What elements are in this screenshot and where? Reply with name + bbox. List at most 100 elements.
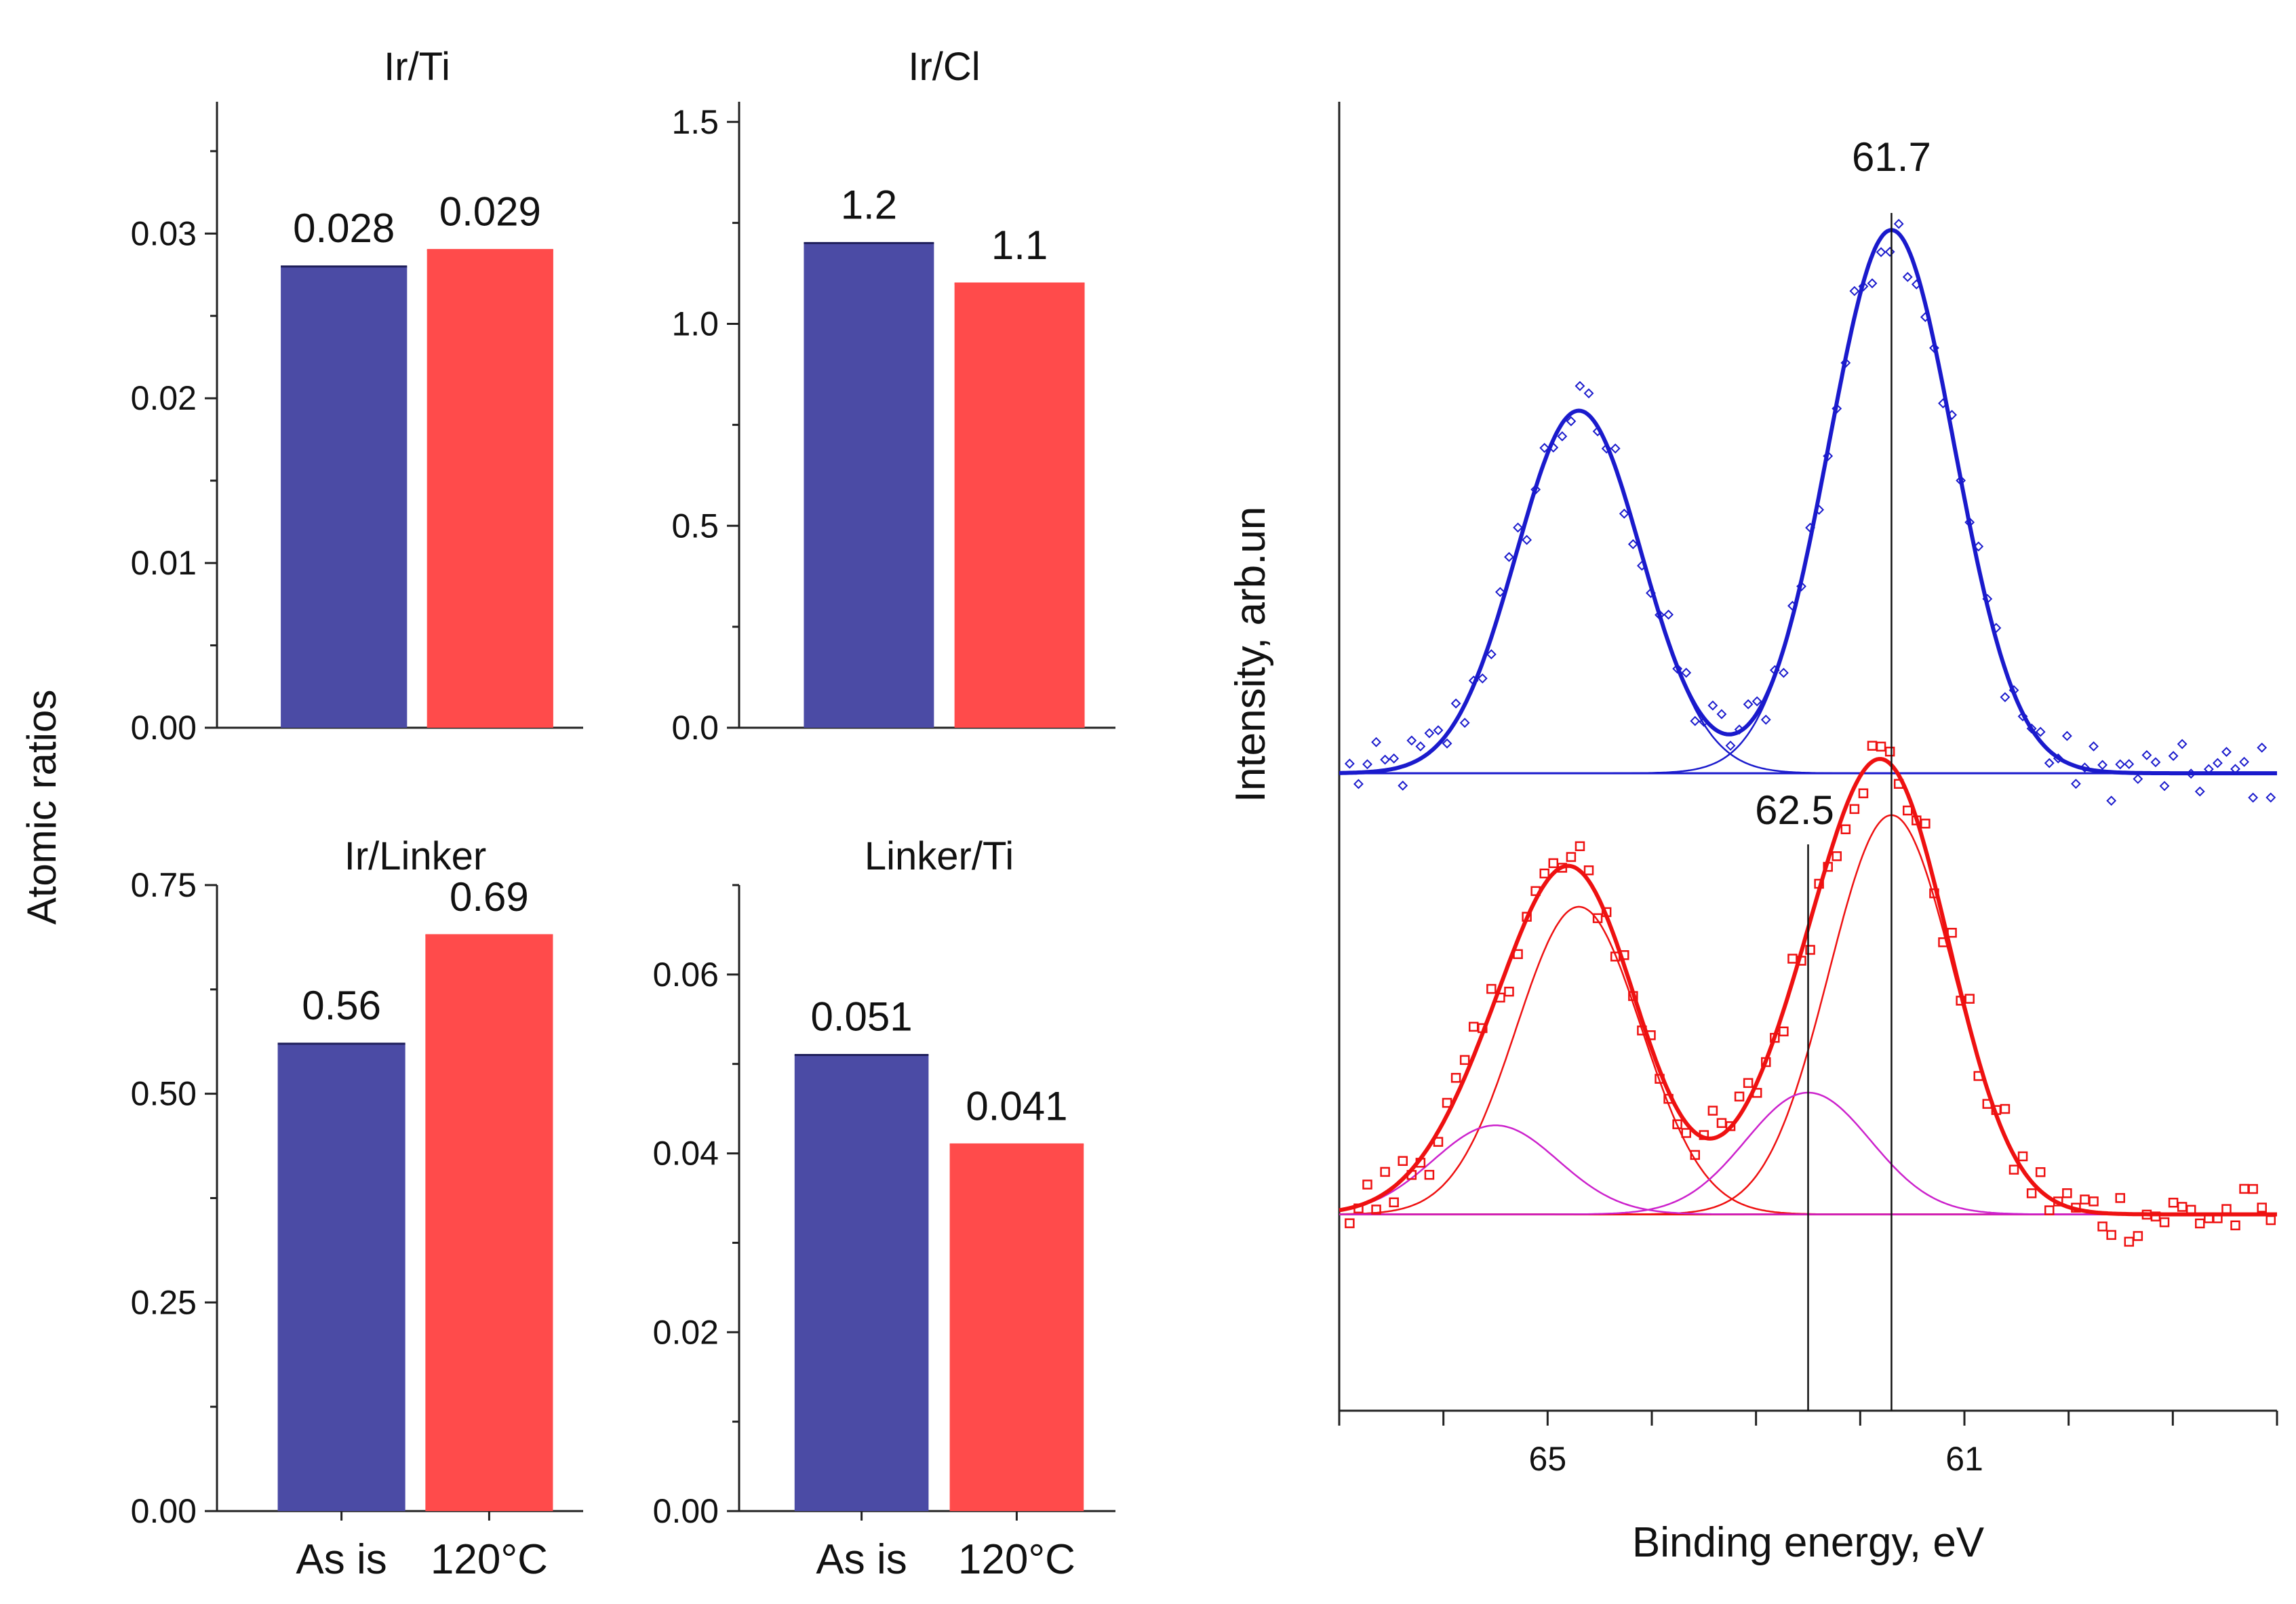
x-category-label: As is [816, 1536, 907, 1583]
data-point [1716, 1118, 1727, 1129]
xps-spectrum-panel: 65 61 Binding energy, eV Intensity, arb.un 6… [1227, 102, 2278, 1566]
data-point [1486, 649, 1497, 660]
panel-linker-ti: Linker/Ti 0.00 0.02 0.04 0.06 0.051 As is 0.041… [653, 834, 1115, 1583]
data-point [1832, 851, 1842, 861]
data-point [1769, 665, 1780, 676]
y-tick-label: 0.5 [671, 507, 719, 545]
y-tick-label: 1.5 [671, 103, 719, 141]
data-point [1504, 551, 1514, 562]
data-point [1760, 714, 1771, 725]
data-point [1619, 508, 1629, 519]
data-point [1345, 1218, 1355, 1228]
data-point [2150, 757, 2161, 768]
data-point [1459, 1055, 1470, 1065]
data-point [2150, 1211, 2161, 1221]
data-point [1699, 716, 1709, 727]
data-point [1902, 271, 1913, 282]
data-point [1840, 824, 1851, 834]
y-tick-label: 0.02 [131, 379, 197, 417]
data-point [1353, 779, 1364, 789]
data-point [1389, 1197, 1399, 1208]
data-point [1876, 741, 1886, 752]
data-point [1557, 863, 1568, 873]
data-point [1362, 759, 1372, 770]
data-point [2185, 1205, 2196, 1215]
data-point [1707, 700, 1718, 711]
data-point [1627, 539, 1638, 549]
panel-ir-ti: Ir/Ti 0.00 0.01 0.02 0.03 0.028 0.029 [131, 45, 583, 747]
data-point [1672, 1119, 1682, 1129]
y-tick-label: 0.25 [131, 1283, 197, 1321]
data-point [2203, 764, 2214, 775]
data-point [1920, 312, 1931, 322]
data-point [1601, 443, 1612, 454]
data-point [2115, 1193, 2125, 1203]
data-point [2212, 758, 2223, 768]
data-point [1893, 779, 1904, 789]
bar-as-is [804, 243, 934, 728]
data-point [1486, 983, 1497, 994]
y-tick-label: 0.00 [653, 1492, 719, 1530]
y-tick-label: 0.03 [131, 214, 197, 252]
data-point [2089, 1196, 2099, 1207]
data-point [2230, 764, 2240, 775]
bar-120c [949, 1144, 1084, 1511]
data-point [1690, 716, 1701, 726]
data-point [1787, 954, 1798, 964]
panel-title: Ir/Ti [384, 45, 450, 89]
data-point [1628, 991, 1638, 1001]
data-point [2124, 1236, 2135, 1247]
data-point [2097, 760, 2108, 770]
panel-title: Linker/Ti [865, 834, 1014, 878]
data-point [1903, 805, 1913, 816]
data-point [2080, 1194, 2090, 1205]
data-point [2071, 1202, 2081, 1213]
data-point [1920, 819, 1931, 829]
data-point [1849, 286, 1860, 296]
data-point [1583, 388, 1594, 399]
data-point [1442, 738, 1452, 749]
data-point [1805, 522, 1815, 533]
x-axis-label: Binding energy, eV [1632, 1519, 1985, 1566]
data-point [1982, 1099, 1993, 1109]
data-point [2265, 1215, 2276, 1226]
data-point [2177, 739, 2188, 749]
data-point [1548, 442, 1559, 453]
data-point [1583, 865, 1594, 876]
data-point [1690, 1150, 1701, 1160]
data-point [2089, 741, 2099, 751]
data-point [1380, 1167, 1390, 1177]
y-tick-label: 0.01 [131, 544, 197, 582]
data-point [2026, 723, 2037, 734]
data-point [1450, 1072, 1461, 1083]
data-point [1636, 560, 1647, 571]
data-point [2185, 768, 2196, 779]
data-point [1548, 858, 1559, 868]
y-tick-label: 0.02 [653, 1313, 719, 1351]
y-tick-label: 0.0 [671, 709, 719, 747]
data-point [2168, 1197, 2179, 1208]
data-point [1823, 451, 1834, 461]
data-point [2080, 762, 2090, 773]
data-point [1468, 1021, 1479, 1032]
bar-as-is [794, 1055, 929, 1511]
bar-value-label: 0.051 [811, 994, 913, 1040]
data-point [2000, 692, 2011, 703]
data-point [1442, 1097, 1452, 1108]
data-point [1478, 1023, 1488, 1034]
data-point [1725, 1121, 1736, 1131]
data-point [1814, 878, 1824, 889]
data-point [1779, 1026, 1789, 1037]
data-point [1823, 861, 1833, 872]
bar-120c [427, 250, 553, 728]
data-point [1840, 357, 1851, 368]
data-point [1681, 1128, 1691, 1138]
data-point [2177, 1202, 2188, 1212]
data-point [1991, 623, 2002, 633]
data-point [2159, 1217, 2170, 1228]
data-point [2239, 1184, 2249, 1194]
bar-as-is [277, 1043, 405, 1511]
data-point [1513, 522, 1523, 533]
data-point [2265, 792, 2276, 803]
